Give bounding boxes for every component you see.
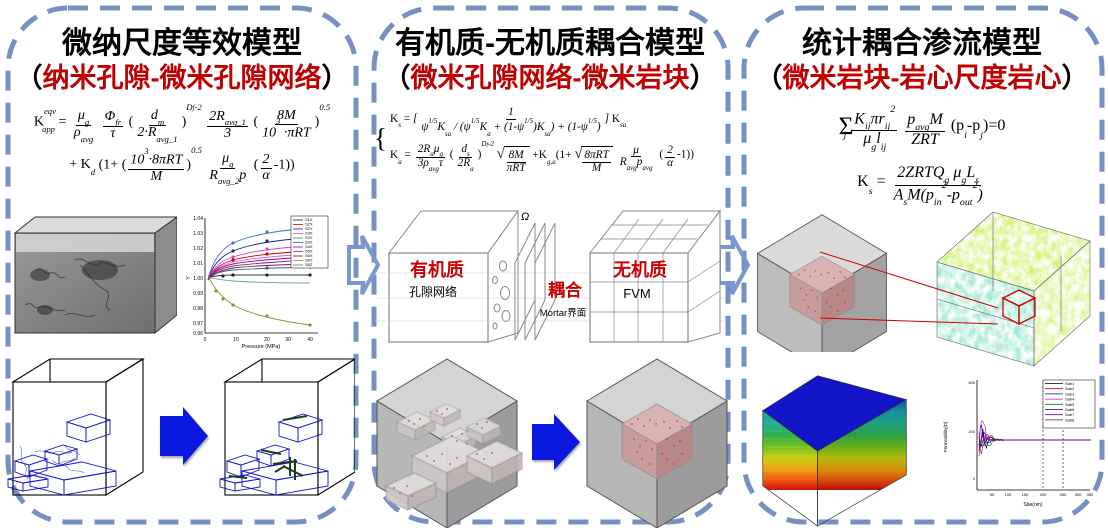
svg-text:0.98: 0.98 — [193, 306, 203, 312]
svg-text:100: 100 — [1005, 492, 1012, 497]
svg-text:1.04: 1.04 — [193, 216, 203, 222]
svg-text:1.00: 1.00 — [193, 276, 203, 282]
svg-text:有机质: 有机质 — [410, 259, 464, 280]
svg-text:0.99: 0.99 — [193, 291, 203, 297]
svg-text:20: 20 — [264, 337, 270, 343]
svg-text:S6Z: S6Z — [305, 262, 313, 267]
svg-text:250: 250 — [1060, 492, 1067, 497]
svg-text:400: 400 — [968, 380, 975, 385]
svg-text:350: 350 — [1087, 492, 1094, 497]
svg-text:200: 200 — [968, 429, 975, 434]
svg-text:孔隙网络: 孔隙网络 — [409, 284, 457, 299]
svg-text:40: 40 — [307, 337, 313, 343]
svg-text:耦合: 耦合 — [548, 280, 583, 300]
svg-text:Pressure (MPa): Pressure (MPa) — [242, 344, 281, 350]
svg-text:Y: Y — [186, 276, 192, 280]
svg-text:Sab8: Sab8 — [1065, 417, 1075, 422]
svg-text:1.03: 1.03 — [193, 231, 203, 237]
svg-text:1.02: 1.02 — [193, 246, 203, 252]
svg-text:300: 300 — [1075, 492, 1082, 497]
svg-text:150: 150 — [1022, 492, 1029, 497]
svg-text:10: 10 — [233, 337, 239, 343]
svg-text:1.01: 1.01 — [193, 261, 203, 267]
svg-text:0.96: 0.96 — [193, 331, 203, 337]
svg-text:Ω: Ω — [521, 211, 529, 223]
svg-text:0: 0 — [204, 337, 207, 343]
svg-text:Sbe(nm): Sbe(nm) — [1023, 502, 1043, 508]
svg-text:50: 50 — [990, 492, 995, 497]
svg-text:200: 200 — [1040, 492, 1047, 497]
svg-text:30: 30 — [285, 337, 291, 343]
svg-text:Mortar界面: Mortar界面 — [540, 308, 586, 319]
svg-text:0.97: 0.97 — [193, 321, 203, 327]
svg-text:0: 0 — [973, 476, 976, 481]
svg-text:FVM: FVM — [623, 286, 650, 301]
svg-text:Permeability[D]: Permeability[D] — [943, 422, 948, 453]
svg-text:无机质: 无机质 — [613, 260, 667, 280]
